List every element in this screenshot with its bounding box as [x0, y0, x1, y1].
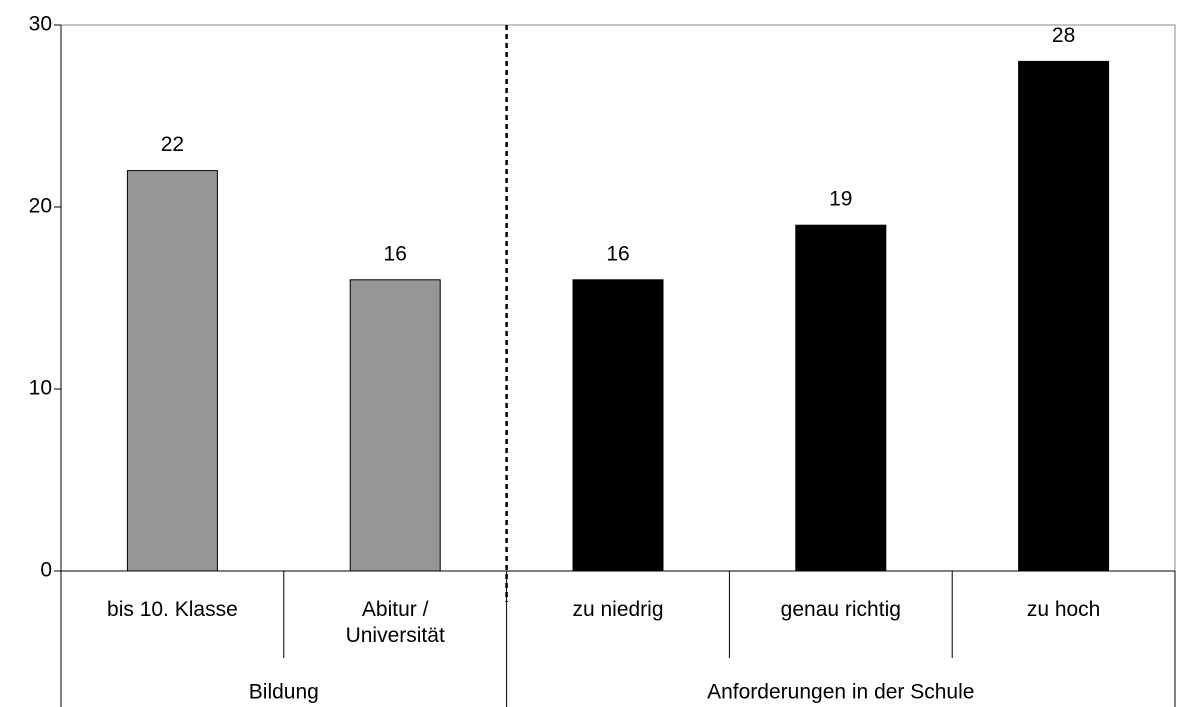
group-label: Bildung	[249, 681, 319, 704]
value-label: 28	[1052, 24, 1075, 47]
bar	[349, 279, 441, 572]
value-label: 22	[161, 133, 184, 156]
y-tick-label: 10	[29, 377, 52, 400]
bar	[572, 279, 664, 572]
value-label: 19	[829, 188, 852, 211]
x-tick-label: genau richtig	[780, 598, 901, 621]
bar	[126, 170, 218, 572]
y-tick-label: 0	[40, 559, 52, 582]
bar	[795, 224, 887, 572]
x-tick-label: zu niedrig	[572, 598, 664, 621]
x-tick-label: Abitur / Universität	[345, 598, 445, 647]
value-label: 16	[606, 242, 629, 265]
y-tick-label: 20	[29, 195, 52, 218]
bar	[1018, 60, 1110, 572]
value-label: 16	[384, 242, 407, 265]
x-tick-label: zu hoch	[1026, 598, 1101, 621]
group-label: Anforderungen in der Schule	[707, 681, 974, 704]
x-tick-label: bis 10. Klasse	[107, 598, 238, 621]
y-tick-label: 30	[29, 13, 52, 36]
